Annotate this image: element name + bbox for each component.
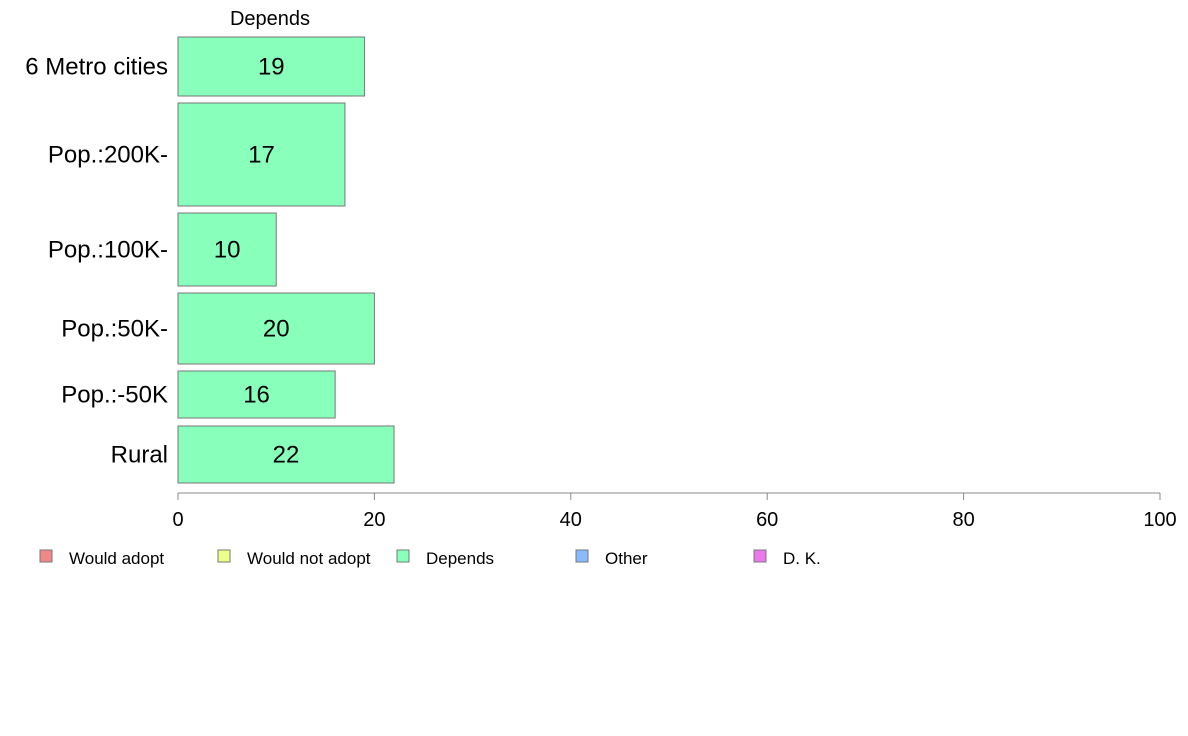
legend-label: D. K. <box>783 549 821 568</box>
bar-value-label: 22 <box>273 442 300 469</box>
x-tick-label: 60 <box>756 509 778 531</box>
category-label: Pop.:-50K <box>61 382 168 409</box>
x-tick-label: 20 <box>363 509 385 531</box>
legend-swatch <box>396 549 410 563</box>
x-tick-label: 100 <box>1143 509 1176 531</box>
legend-label: Depends <box>426 549 494 568</box>
legend-label: Would adopt <box>69 549 164 568</box>
bar <box>177 102 346 207</box>
category-label: 6 Metro cities <box>25 54 168 81</box>
bar <box>177 212 277 287</box>
bar <box>177 36 366 97</box>
category-label: Pop.:100K- <box>48 237 168 264</box>
bar-value-label: 17 <box>248 142 275 169</box>
bar-value-label: 20 <box>263 316 290 343</box>
bar <box>177 425 395 484</box>
category-label: Pop.:50K- <box>61 316 168 343</box>
category-label: Pop.:200K- <box>48 142 168 169</box>
x-tick-label: 40 <box>560 509 582 531</box>
bars-group: 19 17 10 20 16 22 <box>177 36 395 484</box>
category-labels: 6 Metro cities Pop.:200K- Pop.:100K- Pop.:5… <box>25 54 168 469</box>
bar-value-label: 16 <box>243 382 270 409</box>
legend-label: Other <box>605 549 648 568</box>
x-tick-label: 80 <box>952 509 974 531</box>
bar <box>177 292 375 365</box>
category-label: Rural <box>111 442 168 469</box>
x-axis: 0 20 40 60 80 100 <box>172 492 1177 531</box>
bar <box>177 370 336 419</box>
bar-value-label: 19 <box>258 54 285 81</box>
legend-label: Would not adopt <box>247 549 371 568</box>
legend-swatch <box>217 549 231 563</box>
bar-value-label: 10 <box>214 237 241 264</box>
x-tick-label: 0 <box>172 509 183 531</box>
legend-swatch <box>39 549 53 563</box>
series-title: Depends <box>230 8 310 30</box>
legend: Would adopt Would not adopt Depends Other D.… <box>39 549 821 568</box>
legend-swatch <box>575 549 589 563</box>
legend-swatch <box>753 549 767 563</box>
